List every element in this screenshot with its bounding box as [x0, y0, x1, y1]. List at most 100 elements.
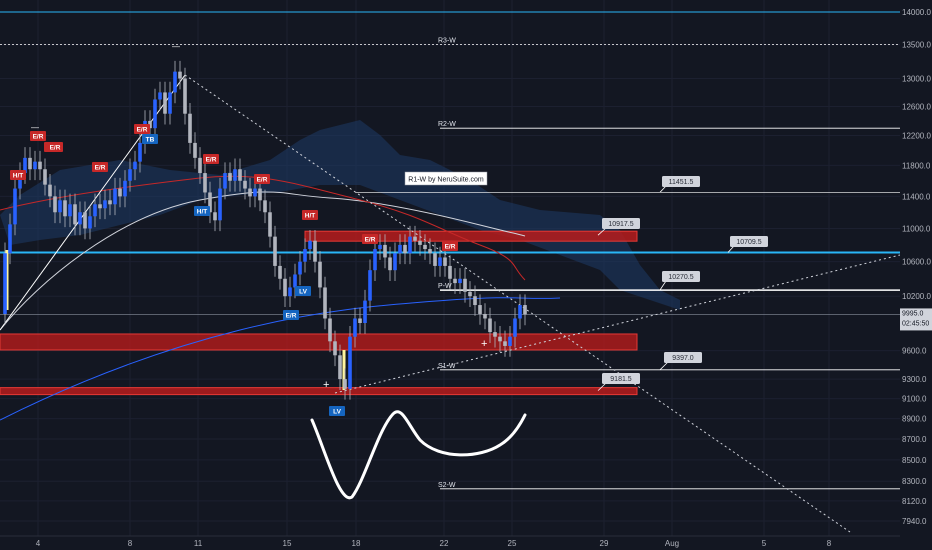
time-tick-label: 4 [36, 539, 41, 548]
candle-body [268, 212, 272, 237]
signal-tag-label: LV [333, 409, 341, 416]
signal-tag-label: E/R [257, 177, 268, 184]
level-callouts: 11451.5 10917.5 10709.5 10270.5 9397.0 9181.5… [404, 171, 768, 391]
signal-tag-label: E/R [206, 157, 217, 164]
price-tick-label: 11800.0 [902, 161, 931, 170]
signal-tag-label: E/R [137, 127, 148, 134]
candle-body [193, 142, 197, 158]
ema-white [0, 191, 526, 331]
candle-body [213, 212, 217, 221]
candle-body [183, 78, 187, 114]
candle-body [378, 244, 382, 250]
signal-tag-box [283, 310, 299, 320]
pivot-label: S1-W [438, 363, 456, 370]
candle-body [8, 224, 12, 254]
price-axis: 14000.0 13500.0 13000.0 12600.0 12200.0 11800… [900, 0, 932, 550]
time-axis: 4 8 11 15 18 22 25 29 Aug 5 8 [0, 535, 900, 548]
signal-tag: TB [142, 134, 158, 144]
signal-tag-box [329, 406, 345, 416]
signal-tag-label: E/R [445, 244, 456, 251]
candle-body [18, 173, 22, 189]
candle-body [323, 287, 327, 319]
hand-drawing: + + — — [31, 42, 527, 500]
candle-body [38, 161, 42, 170]
candle-body [443, 257, 447, 266]
cloud-area [0, 120, 680, 310]
candle-body [328, 318, 332, 342]
candle-body [243, 180, 247, 189]
candle-body [388, 257, 392, 271]
candle-body [373, 249, 377, 271]
price-tick-label: 7940.0 [902, 517, 927, 526]
candle-body [493, 332, 497, 337]
candle-body [173, 71, 177, 93]
candle-body [163, 92, 167, 114]
candle-body [408, 236, 412, 254]
price-tick-label: 14000.0 [902, 8, 931, 17]
pivot-label: R3-W [438, 38, 456, 45]
candle-body [148, 120, 152, 129]
dash-marker: — [31, 123, 39, 132]
last-price-badge-box [900, 308, 932, 331]
signal-tag-box [134, 124, 150, 134]
candle-body [463, 278, 467, 292]
candle-body [58, 200, 62, 213]
pivot-label: S2-W [438, 482, 456, 489]
candle-body [273, 236, 277, 266]
indicator-label: R1-W by NeruSuite.com [404, 171, 488, 186]
signal-tag-box [47, 142, 63, 152]
candle-body [403, 244, 407, 254]
time-tick-label: 8 [128, 539, 133, 548]
candle-body [343, 379, 347, 389]
signal-tag-label: E/R [286, 313, 297, 320]
plus-marker: + [481, 338, 487, 350]
candle-body [418, 240, 422, 245]
signal-tag-label: E/R [33, 134, 44, 141]
candle-body [263, 200, 267, 213]
signal-tag: LV [329, 406, 345, 416]
candle-body [313, 240, 317, 262]
candle-body [78, 212, 82, 225]
callout: 10270.5 [662, 271, 700, 282]
callout-leader [597, 227, 607, 236]
candle-body [153, 99, 157, 129]
candle-body [288, 287, 292, 297]
signal-tag: E/R [30, 131, 46, 141]
supply-demand-zones [0, 230, 638, 396]
signal-tags: E/R E/R H/T E/R E/R E/R E/R H/T E/R H/T E/R E/R TB LV… [10, 124, 458, 416]
callout: 9181.5 [602, 373, 640, 384]
indicator-label-box [404, 171, 488, 186]
time-tick-label: 11 [194, 539, 203, 548]
signal-tag-label: E/R [365, 237, 376, 244]
callout-box [602, 218, 640, 229]
dash-marker: — [172, 42, 180, 51]
callout-text: 10917.5 [608, 221, 633, 228]
candle-body [298, 261, 302, 275]
candle-body [73, 204, 77, 225]
time-tick-label: 18 [352, 539, 361, 548]
candle-body [353, 318, 357, 337]
price-tick-label: 8700.0 [902, 435, 927, 444]
candle-body [13, 188, 17, 225]
candle-body [318, 261, 322, 288]
candle-body [93, 204, 97, 217]
candle-body [468, 291, 472, 297]
signal-tag-box [30, 131, 46, 141]
callout-text: 9397.0 [672, 355, 694, 362]
candle-body [98, 204, 102, 209]
trendline-ascending [334, 254, 901, 394]
candle-body [233, 169, 237, 181]
callout-box [662, 271, 700, 282]
callout-leader [597, 382, 607, 391]
pivot-label: P-W [438, 283, 452, 290]
last-price-badge: 9995.0 02:45:50 [900, 308, 932, 331]
candle-body [118, 188, 122, 197]
time-tick-label: Aug [665, 539, 679, 548]
candle-body [338, 355, 342, 380]
candle-body [208, 192, 212, 213]
signal-tag: H/T [302, 210, 318, 220]
signal-tag-box [10, 170, 26, 180]
price-axis-bg [900, 0, 932, 550]
